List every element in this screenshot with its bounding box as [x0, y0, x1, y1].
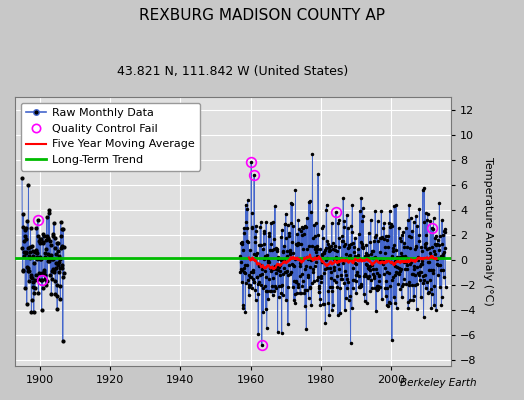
Text: Berkeley Earth: Berkeley Earth	[400, 378, 477, 388]
Y-axis label: Temperature Anomaly (°C): Temperature Anomaly (°C)	[483, 157, 493, 306]
Legend: Raw Monthly Data, Quality Control Fail, Five Year Moving Average, Long-Term Tren: Raw Monthly Data, Quality Control Fail, …	[20, 103, 200, 170]
Text: REXBURG MADISON COUNTY AP: REXBURG MADISON COUNTY AP	[139, 8, 385, 23]
Title: 43.821 N, 111.842 W (United States): 43.821 N, 111.842 W (United States)	[117, 65, 348, 78]
